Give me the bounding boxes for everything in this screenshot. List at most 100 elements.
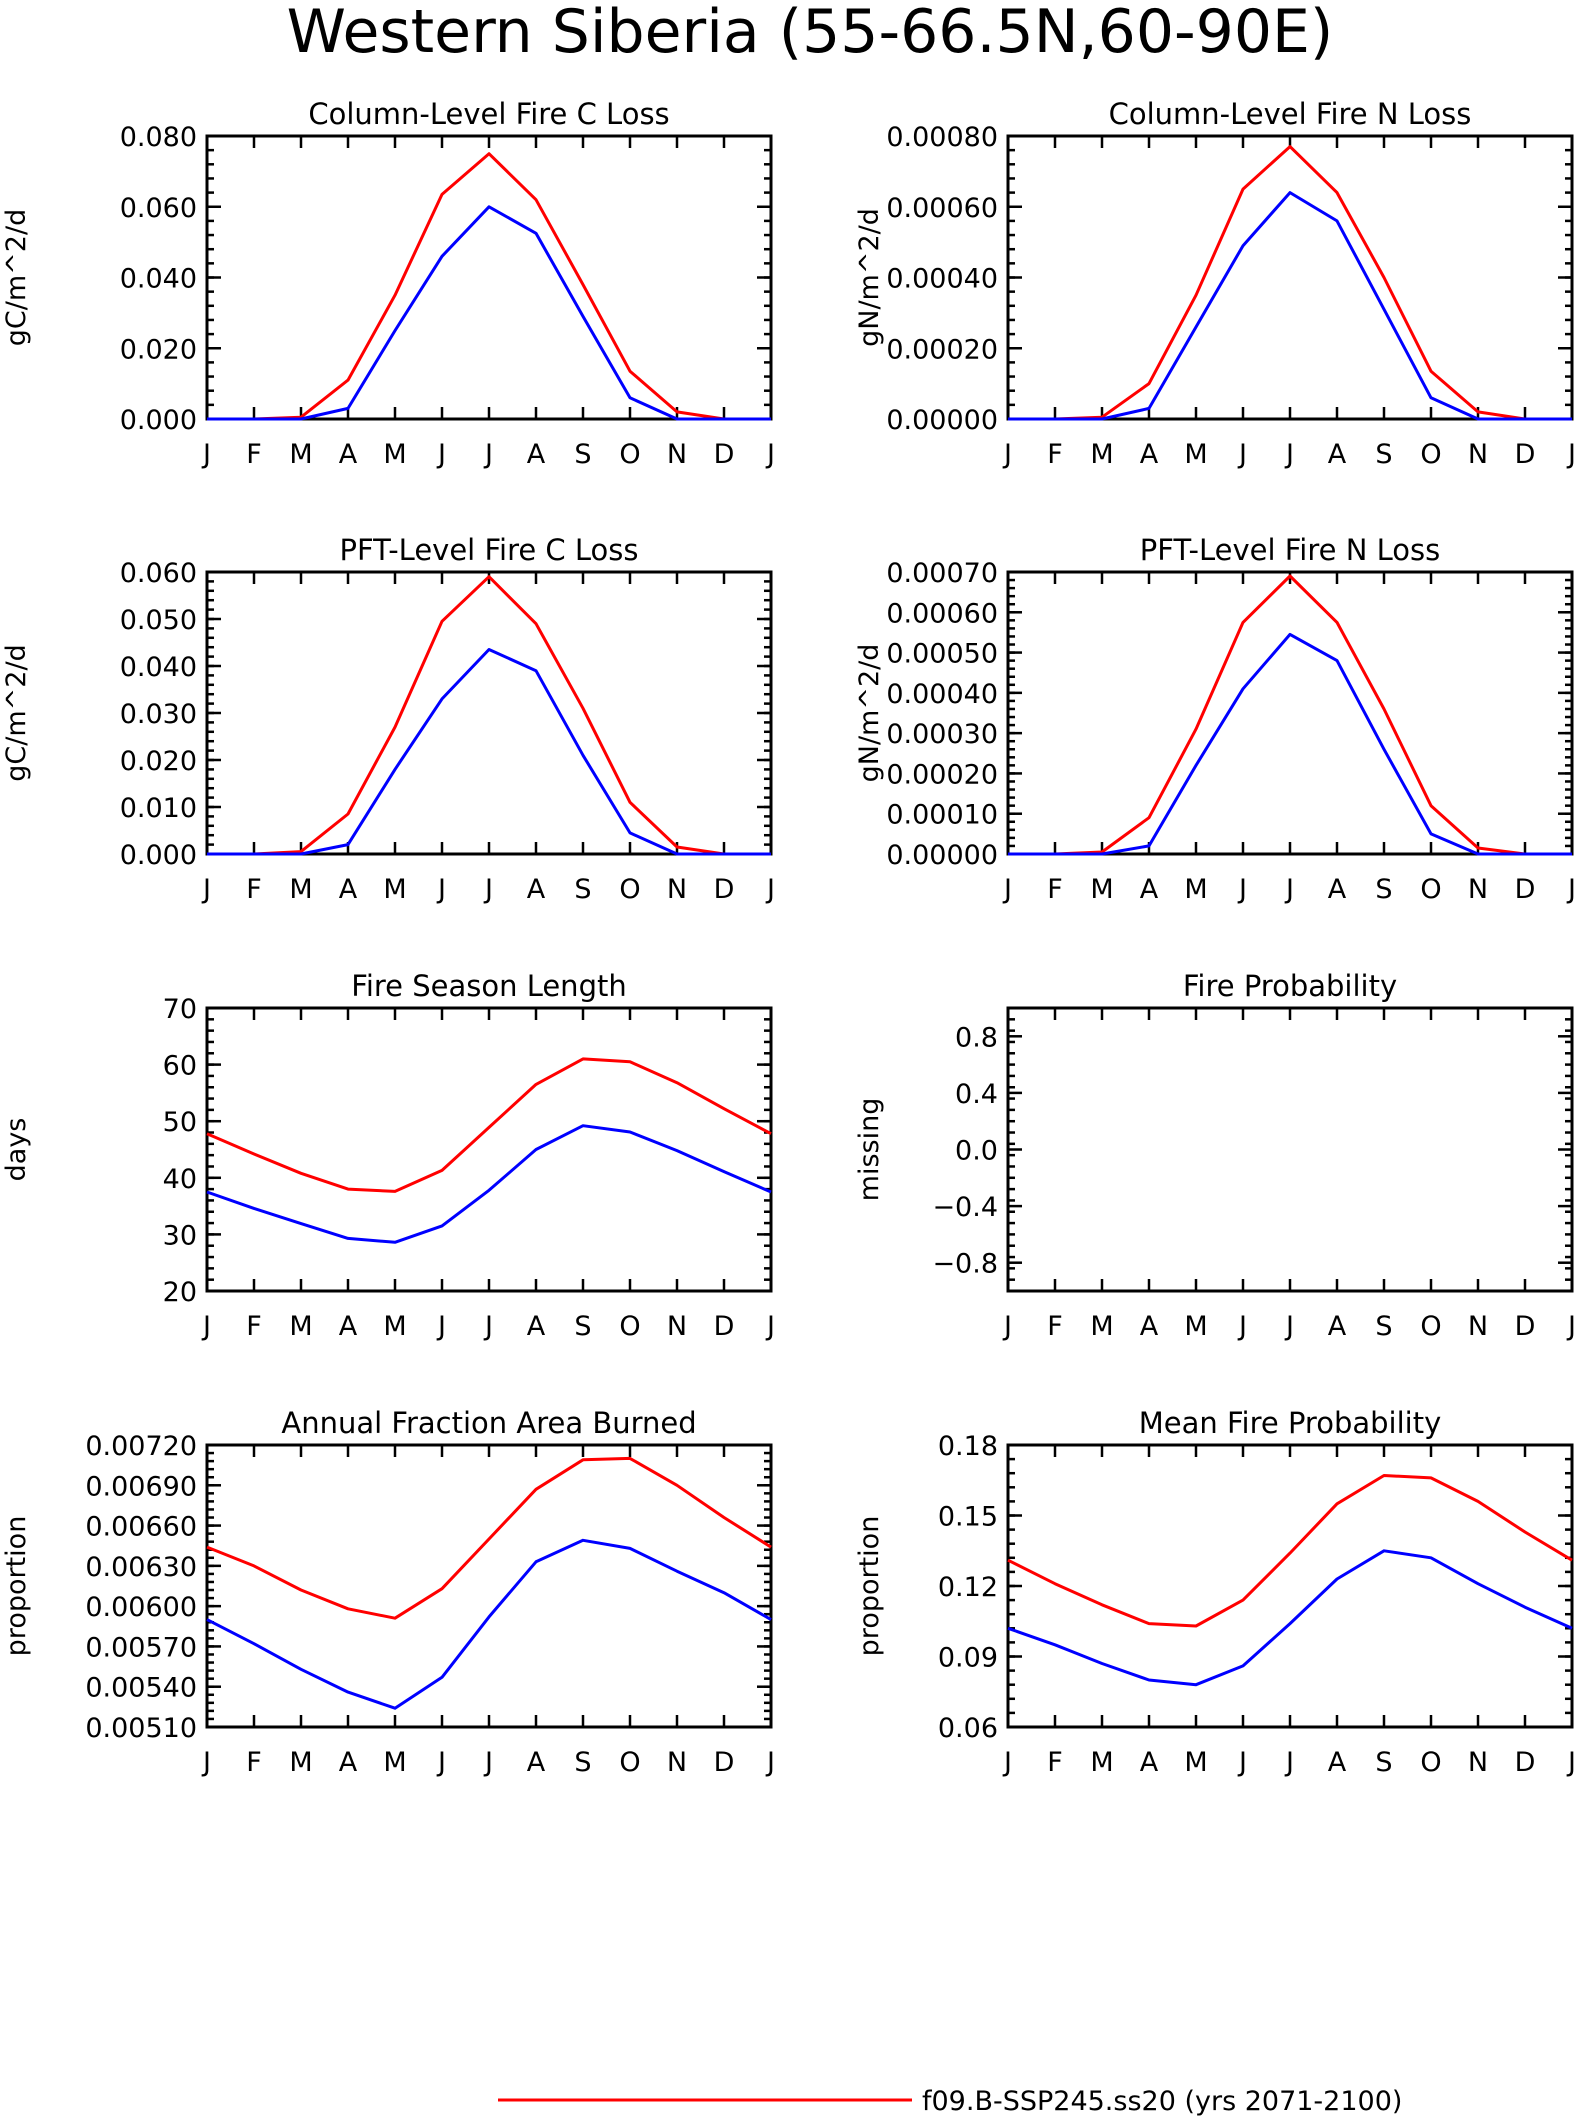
panel-col-c: J F M A M J J A S O N D J0.0000.0200.0400.0600.080Co…: [1, 97, 775, 470]
x-tick-label: M: [289, 874, 312, 905]
x-tick-label: J: [1002, 874, 1012, 905]
x-tick-label: O: [619, 1747, 640, 1778]
x-tick-label: J: [483, 1311, 493, 1342]
y-axis-label: proportion: [1, 1516, 32, 1657]
y-tick-label: 50: [163, 1107, 197, 1138]
x-tick-label: S: [1375, 1747, 1392, 1778]
x-tick-label: A: [527, 1311, 546, 1342]
y-tick-label: 0.080: [120, 122, 197, 153]
y-axis-label: missing: [854, 1098, 885, 1202]
y-tick-label: 0.15: [938, 1502, 998, 1533]
x-tick-label: J: [765, 439, 775, 470]
x-tick-label: A: [527, 439, 546, 470]
x-tick-label: S: [574, 874, 591, 905]
x-tick-label: A: [527, 1747, 546, 1778]
y-tick-label: 0.00000: [886, 405, 998, 436]
x-tick-label: A: [339, 1747, 358, 1778]
series-line-1: [206, 1057, 772, 1193]
x-tick-label: A: [339, 874, 358, 905]
y-tick-label: 0.4: [955, 1079, 998, 1110]
y-tick-label: 0.060: [120, 193, 197, 224]
x-tick-label: O: [619, 1311, 640, 1342]
series-line-2: [1008, 632, 1572, 856]
x-tick-label: F: [246, 439, 262, 470]
y-tick-label: 0.00630: [85, 1552, 197, 1583]
panel-title: Mean Fire Probability: [1139, 1406, 1442, 1440]
y-axis-label: gN/m^2/d: [854, 208, 885, 347]
x-tick-label: A: [1328, 1747, 1347, 1778]
x-tick-label: N: [667, 874, 687, 905]
series-line-2: [207, 205, 771, 421]
y-tick-label: 0.020: [120, 334, 197, 365]
x-tick-label: A: [1140, 874, 1159, 905]
x-tick-label: O: [1420, 439, 1441, 470]
x-tick-label: F: [246, 1311, 262, 1342]
y-tick-label: 0.00020: [886, 334, 998, 365]
x-tick-label: J: [1237, 1311, 1247, 1342]
y-tick-label: 0.040: [120, 264, 197, 295]
y-tick-label: 0.00040: [886, 264, 998, 295]
y-tick-label: 0.00510: [85, 1713, 197, 1744]
x-tick-label: O: [1420, 1311, 1441, 1342]
series-line-1: [1008, 574, 1572, 856]
x-tick-label: M: [1184, 874, 1207, 905]
series-line-2: [1008, 191, 1572, 421]
panel-pft-n: J F M A M J J A S O N D J0.000000.000100.000200.0003…: [854, 533, 1576, 905]
x-tick-label: N: [667, 439, 687, 470]
panel-title: Fire Probability: [1183, 969, 1397, 1003]
legend-label: f09.B-SSP245.ss20 (yrs 2071-2100): [922, 2086, 1402, 2117]
y-tick-label: −0.4: [932, 1192, 998, 1223]
x-tick-label: M: [1090, 1311, 1113, 1342]
x-tick-label: N: [667, 1747, 687, 1778]
panel-title: PFT-Level Fire C Loss: [340, 533, 639, 567]
x-tick-label: M: [383, 874, 406, 905]
x-tick-label: A: [1328, 874, 1347, 905]
x-tick-label: M: [1184, 1311, 1207, 1342]
y-tick-label: 0.050: [120, 605, 197, 636]
panel-grid: J F M A M J J A S O N D J0.0000.0200.0400.0600.080Co…: [1, 97, 1576, 1778]
series-line-2: [207, 648, 771, 856]
x-tick-label: A: [339, 439, 358, 470]
y-tick-label: 0.00010: [886, 800, 998, 831]
y-tick-label: 0.00720: [85, 1431, 197, 1462]
x-tick-label: J: [1237, 439, 1247, 470]
y-tick-label: 0.06: [938, 1713, 998, 1744]
x-tick-label: F: [246, 1747, 262, 1778]
x-tick-label: J: [436, 1311, 446, 1342]
x-tick-label: D: [714, 874, 735, 905]
x-tick-label: J: [201, 1311, 211, 1342]
x-tick-label: J: [483, 439, 493, 470]
series-line-1: [1008, 145, 1572, 421]
x-tick-label: S: [1375, 1311, 1392, 1342]
x-tick-label: J: [765, 1311, 775, 1342]
x-tick-label: J: [1566, 1747, 1576, 1778]
x-tick-label: A: [1328, 439, 1347, 470]
x-tick-label: O: [619, 439, 640, 470]
x-tick-label: F: [246, 874, 262, 905]
y-tick-label: 40: [163, 1164, 197, 1195]
y-axis-label: gC/m^2/d: [1, 209, 32, 346]
x-tick-label: J: [201, 1747, 211, 1778]
x-tick-label: J: [436, 874, 446, 905]
x-tick-label: J: [201, 439, 211, 470]
x-tick-label: J: [1002, 1747, 1012, 1778]
x-tick-label: J: [1566, 874, 1576, 905]
x-tick-label: S: [574, 1747, 591, 1778]
x-tick-label: M: [383, 1747, 406, 1778]
y-tick-label: 0.00600: [85, 1592, 197, 1623]
x-tick-label: F: [1047, 1747, 1063, 1778]
y-tick-label: 0.020: [120, 746, 197, 777]
y-tick-label: 0.060: [120, 558, 197, 589]
x-tick-label: J: [1284, 1311, 1294, 1342]
y-tick-label: 0.040: [120, 652, 197, 683]
x-tick-label: A: [1140, 439, 1159, 470]
x-tick-label: D: [1515, 1311, 1536, 1342]
x-tick-label: A: [1140, 1747, 1159, 1778]
x-tick-label: S: [574, 439, 591, 470]
series-line-1: [1007, 1474, 1573, 1628]
